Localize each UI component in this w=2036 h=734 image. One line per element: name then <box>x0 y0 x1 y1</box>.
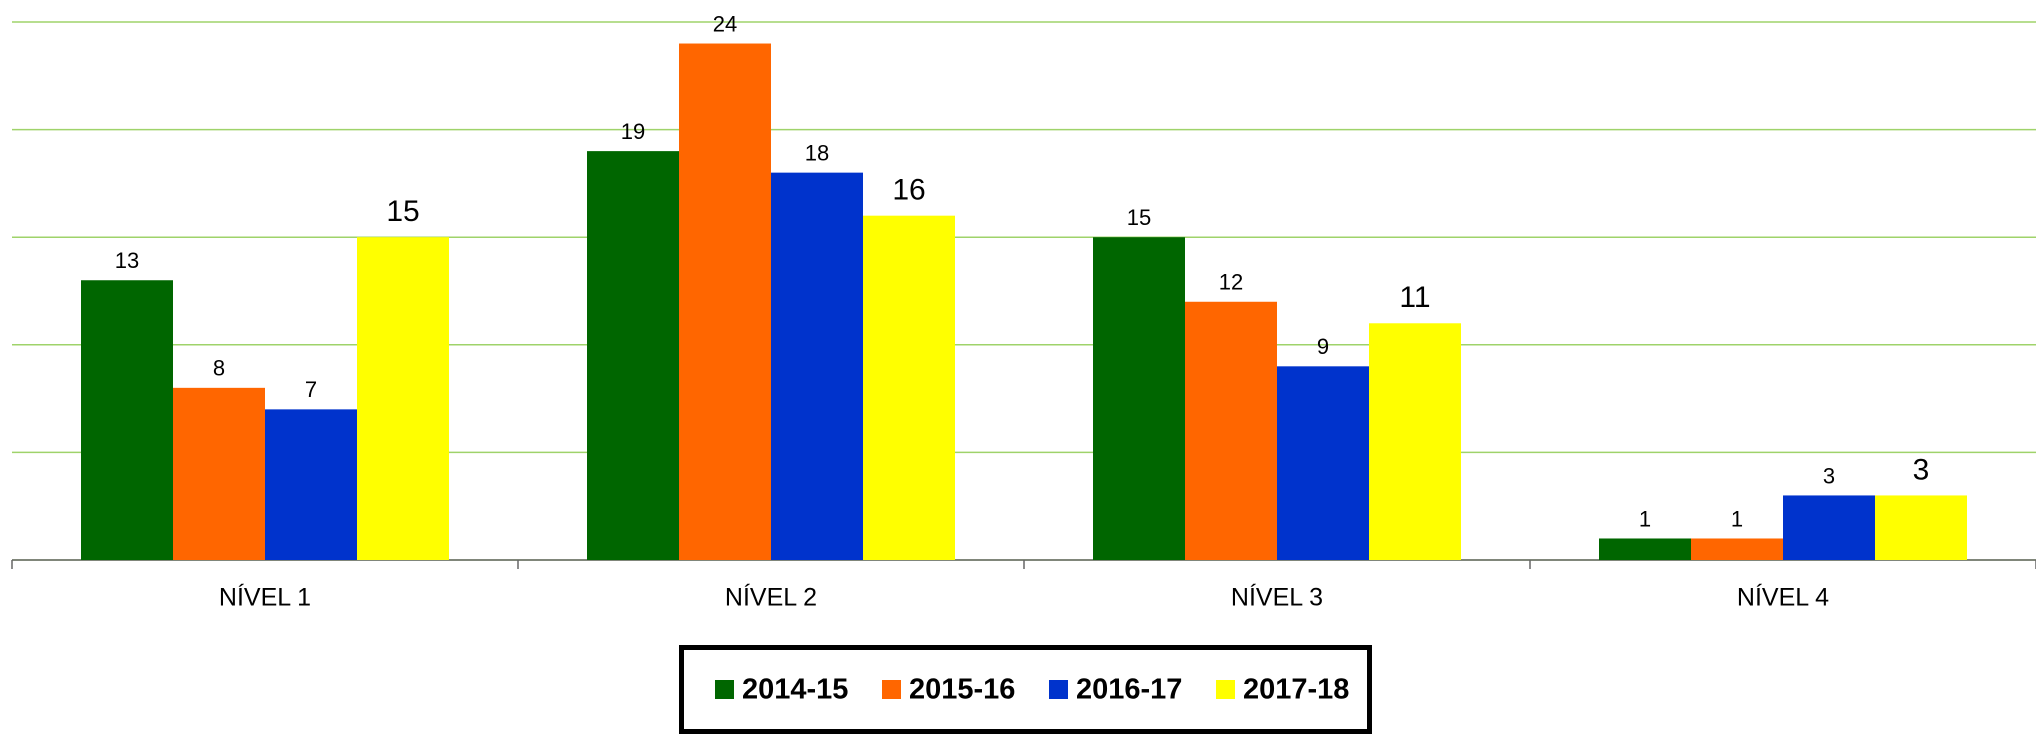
legend-swatch <box>1049 680 1068 699</box>
data-label: 1 <box>1639 506 1651 531</box>
data-label: 1 <box>1731 506 1743 531</box>
legend-box <box>679 645 1372 734</box>
legend-swatch <box>882 680 901 699</box>
bar <box>1093 237 1185 560</box>
legend-swatch <box>715 680 734 699</box>
data-label: 8 <box>213 356 225 381</box>
data-label: 11 <box>1399 281 1430 314</box>
x-tick-label: NÍVEL 3 <box>1231 583 1323 612</box>
bar <box>1185 301 1277 560</box>
legend-label: 2014-15 <box>742 674 848 706</box>
data-label: 7 <box>305 377 317 402</box>
bar <box>679 43 771 560</box>
data-label: 15 <box>1127 205 1151 230</box>
data-label: 15 <box>386 195 419 228</box>
bar <box>1691 538 1783 560</box>
data-label: 24 <box>713 11 737 36</box>
legend-label: 2016-17 <box>1076 674 1182 706</box>
bar <box>81 280 173 560</box>
bar <box>1875 495 1967 560</box>
bar <box>1599 538 1691 560</box>
bar <box>1277 366 1369 560</box>
data-label: 12 <box>1219 270 1243 295</box>
data-label: 9 <box>1317 334 1329 359</box>
data-label: 3 <box>1823 463 1835 488</box>
legend-swatch <box>1216 680 1235 699</box>
x-tick-label: NÍVEL 1 <box>219 583 311 612</box>
legend-label: 2017-18 <box>1243 674 1349 706</box>
data-label: 16 <box>892 174 925 207</box>
legend-label: 2015-16 <box>909 674 1015 706</box>
x-tick-label: NÍVEL 2 <box>725 583 817 612</box>
bar <box>771 172 863 560</box>
bar <box>863 215 955 560</box>
bar <box>357 237 449 560</box>
data-label: 19 <box>621 119 645 144</box>
data-label: 13 <box>115 248 139 273</box>
bar <box>1783 495 1875 560</box>
bar <box>1369 323 1461 560</box>
bar <box>587 151 679 560</box>
x-tick-label: NÍVEL 4 <box>1737 583 1829 612</box>
bar <box>265 409 357 560</box>
data-label: 18 <box>805 140 829 165</box>
bar <box>173 387 265 560</box>
data-label: 3 <box>1913 453 1930 486</box>
